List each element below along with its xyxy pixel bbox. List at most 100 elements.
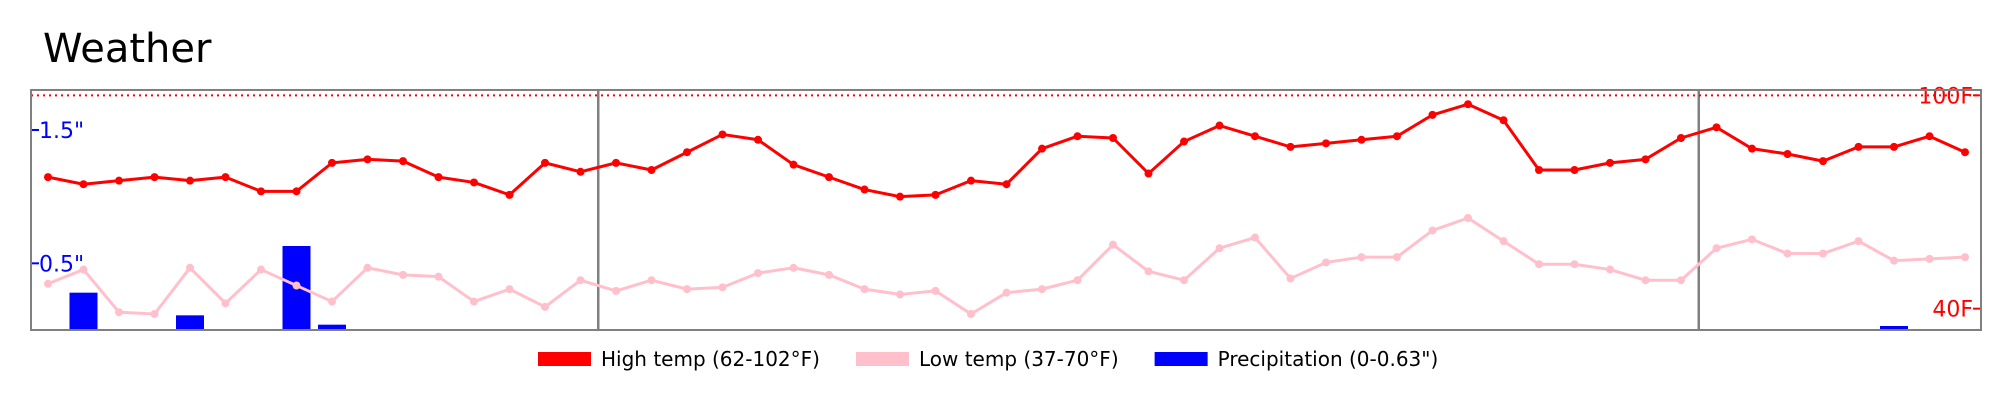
high-temp-point (1783, 150, 1792, 158)
high-temp-point (1038, 144, 1046, 153)
low-temp-point (718, 283, 727, 292)
low-temp-point (79, 265, 88, 274)
chart-title: Weather (43, 26, 212, 72)
low-temp-point (115, 308, 123, 317)
low-temp-point (44, 279, 52, 288)
low-temp-point (1038, 285, 1046, 294)
low-temp-point (1286, 274, 1295, 283)
high-temp-point (1393, 132, 1401, 141)
high-temp-point (1180, 137, 1188, 146)
high-temp-point (931, 190, 940, 199)
high-temp-point (647, 166, 656, 174)
low-temp-point (1002, 288, 1011, 297)
low-temp-point (860, 285, 869, 294)
low-temp-point (931, 286, 940, 295)
high-temp-point (470, 178, 478, 187)
low-temp-point (1144, 267, 1153, 276)
low-temp-point (1570, 260, 1579, 269)
low-temp-point (1641, 276, 1650, 285)
legend: High temp (62-102°F) Low temp (37-70°F) Pr… (538, 347, 1438, 371)
precip-bar (176, 315, 204, 330)
low-temp-point (612, 286, 620, 295)
high-temp-point (1073, 132, 1082, 141)
high-temp-point (363, 155, 372, 164)
low-temp-point (1677, 276, 1685, 285)
low-temp-point (1073, 276, 1082, 285)
high-temp-point (1606, 158, 1614, 167)
low-temp-point (1215, 244, 1224, 253)
high-temp-point (1535, 166, 1543, 174)
low-temp-point (1712, 244, 1721, 253)
precip-bar (69, 292, 98, 330)
high-temp-point (860, 185, 869, 194)
low-temp-point (1464, 214, 1472, 222)
low-temp-point (292, 281, 301, 290)
high-temp-point (896, 192, 904, 201)
legend-swatch (1154, 352, 1208, 366)
high-temp-point (257, 187, 265, 196)
high-temp-point (1890, 142, 1898, 151)
legend-swatch (538, 352, 591, 366)
low-temp-point (1428, 226, 1437, 235)
high-temp-point (718, 130, 727, 139)
high-temp-point (1748, 144, 1756, 153)
high-temp-point (541, 158, 549, 167)
low-temp-point (505, 285, 514, 294)
high-temp-point (1961, 148, 1969, 157)
legend-label: High temp (62-102°F) (601, 347, 820, 371)
low-temp-point (221, 299, 230, 308)
high-temp-point (399, 157, 407, 166)
low-temp-point (1961, 253, 1969, 262)
high-temp-point (789, 160, 798, 169)
high-temp-point (1854, 142, 1863, 151)
high-temp-point (221, 173, 230, 182)
temp-tick-label: 40F (1932, 298, 1973, 323)
high-temp-point (683, 148, 691, 157)
precip-bar (1880, 326, 1908, 330)
high-temp-point (1286, 142, 1295, 151)
low-temp-point (1322, 258, 1330, 267)
low-temp-point (1854, 237, 1863, 246)
high-temp-point (150, 173, 159, 182)
low-temp-point (186, 263, 194, 272)
high-temp-point (115, 176, 123, 185)
high-temp-point (967, 176, 975, 185)
high-temp-point (1499, 116, 1508, 125)
plot-frame (30, 89, 1982, 331)
high-temp-point (1464, 100, 1472, 109)
high-temp-point (328, 158, 336, 167)
low-temp-point (647, 276, 656, 285)
legend-label: Precipitation (0-0.63") (1218, 347, 1439, 371)
high-temp-point (1677, 134, 1685, 142)
low-temp-point (1499, 237, 1508, 246)
low-temp-line (47, 216, 1966, 316)
low-temp-point (1783, 249, 1792, 258)
high-temp-point (612, 158, 620, 167)
high-temp-point (1215, 121, 1224, 130)
low-temp-point (1748, 235, 1756, 244)
high-temp-point (1641, 155, 1650, 164)
low-temp-point (150, 310, 159, 318)
low-temp-point (967, 310, 975, 318)
high-temp-point (186, 176, 194, 185)
precip-tick-label: 0.5" (39, 252, 84, 277)
legend-label: Low temp (37-70°F) (919, 347, 1119, 371)
high-temp-point (1819, 157, 1827, 166)
high-temp-point (505, 190, 514, 199)
legend-swatch (855, 352, 909, 366)
high-temp-point (1925, 132, 1934, 141)
low-temp-point (328, 297, 336, 306)
low-temp-point (789, 263, 798, 272)
high-temp-point (825, 173, 833, 182)
high-temp-point (44, 173, 52, 182)
high-temp-point (79, 180, 88, 189)
low-temp-point (257, 265, 265, 274)
high-temp-point (1357, 135, 1366, 144)
low-temp-point (1109, 240, 1117, 249)
low-temp-point (434, 272, 443, 281)
high-temp-point (1428, 110, 1437, 119)
low-temp-point (1925, 254, 1934, 263)
high-temp-point (1712, 123, 1721, 132)
high-temp-point (1322, 139, 1330, 148)
